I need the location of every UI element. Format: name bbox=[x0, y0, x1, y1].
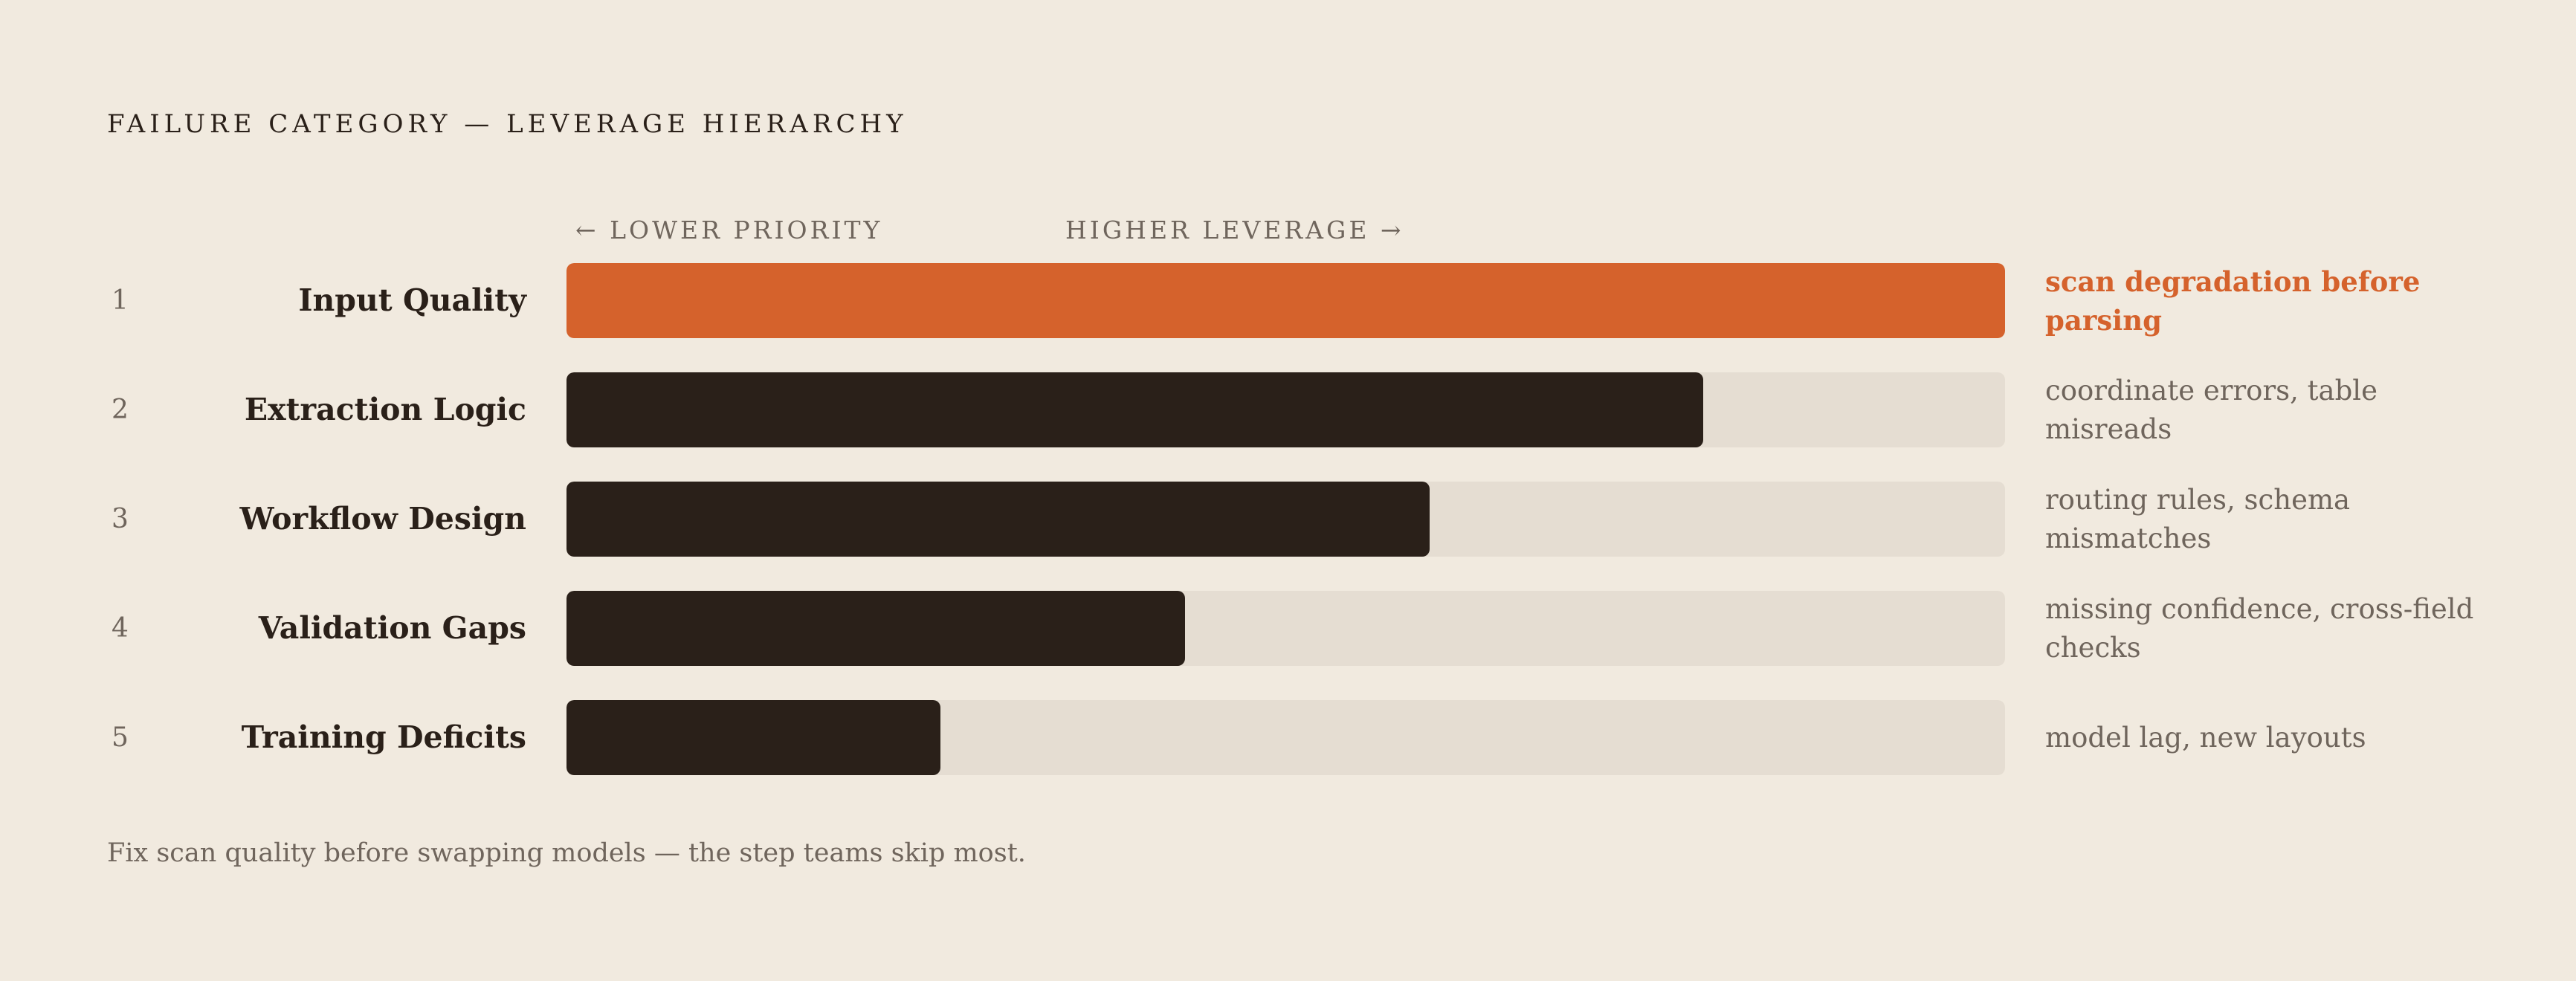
bar-fill bbox=[566, 372, 1703, 447]
rank-number: 1 bbox=[112, 285, 129, 316]
category-label: Extraction Logic bbox=[244, 392, 526, 427]
bar-annotation: missing confidence, cross-field checks bbox=[2045, 591, 2491, 666]
bar-annotation-text: coordinate errors, table misreads bbox=[2045, 374, 2378, 445]
category-label: Input Quality bbox=[298, 282, 526, 318]
bar-row: 1 Input Quality scan degradation before pa… bbox=[0, 263, 2576, 338]
category-label: Validation Gaps bbox=[258, 610, 526, 646]
bar-track bbox=[566, 482, 2005, 557]
bar-annotation: coordinate errors, table misreads bbox=[2045, 372, 2491, 447]
axis-hint-higher-leverage: HIGHER LEVERAGE → bbox=[1065, 216, 1404, 245]
rank-number: 5 bbox=[112, 722, 129, 753]
bar-track bbox=[566, 700, 2005, 775]
rank-number: 3 bbox=[112, 504, 129, 534]
bar-fill bbox=[566, 591, 1185, 666]
rank-number: 4 bbox=[112, 613, 129, 644]
category-label: Workflow Design bbox=[239, 501, 526, 537]
bar-track bbox=[566, 591, 2005, 666]
category-label: Training Deficits bbox=[241, 719, 526, 755]
bar-annotation: model lag, new layouts bbox=[2045, 700, 2491, 775]
bar-row: 2 Extraction Logic coordinate errors, tabl… bbox=[0, 372, 2576, 447]
bar-annotation-text: scan degradation before parsing bbox=[2045, 265, 2421, 337]
axis-hint-lower-priority: ← LOWER PRIORITY bbox=[575, 216, 883, 245]
rank-number: 2 bbox=[112, 395, 129, 425]
bar-annotation-text: model lag, new layouts bbox=[2045, 721, 2366, 754]
bar-annotation-text: routing rules, schema mismatches bbox=[2045, 483, 2351, 554]
bar-fill bbox=[566, 263, 2005, 338]
footer-note: Fix scan quality before swapping models … bbox=[107, 838, 1026, 868]
bar-annotation: scan degradation before parsing bbox=[2045, 263, 2491, 338]
bar-row: 3 Workflow Design routing rules, schema mi… bbox=[0, 482, 2576, 557]
bar-row: 5 Training Deficits model lag, new layouts bbox=[0, 700, 2576, 775]
bar-row: 4 Validation Gaps missing confidence, cros… bbox=[0, 591, 2576, 666]
bar-fill bbox=[566, 482, 1430, 557]
chart-title: FAILURE CATEGORY — LEVERAGE HIERARCHY bbox=[107, 109, 908, 139]
bar-track bbox=[566, 263, 2005, 338]
bar-track bbox=[566, 372, 2005, 447]
bar-annotation-text: missing confidence, cross-field checks bbox=[2045, 592, 2474, 664]
bar-annotation: routing rules, schema mismatches bbox=[2045, 482, 2491, 557]
bar-fill bbox=[566, 700, 940, 775]
